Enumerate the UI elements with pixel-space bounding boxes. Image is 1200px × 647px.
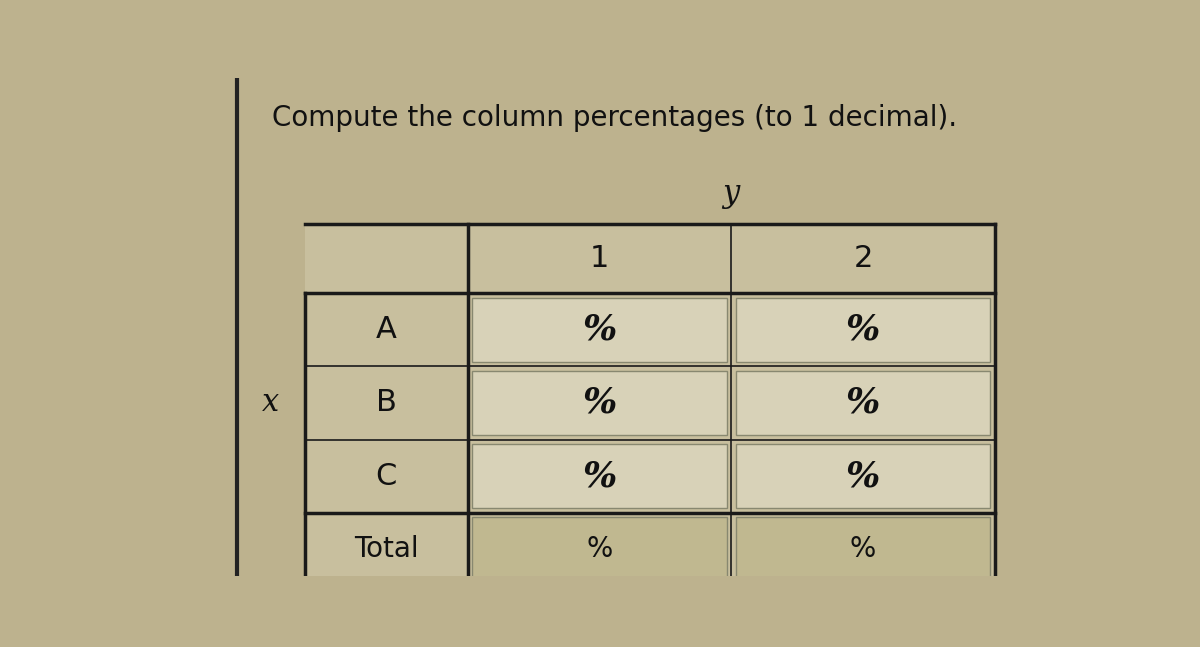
Bar <box>473 298 727 362</box>
Text: 2: 2 <box>853 244 872 273</box>
Text: %: % <box>850 535 876 564</box>
Text: %: % <box>587 535 613 564</box>
Text: %: % <box>846 386 880 420</box>
Text: B: B <box>376 388 397 417</box>
Text: %: % <box>582 313 617 347</box>
Text: C: C <box>376 461 397 490</box>
Text: x: x <box>262 388 278 419</box>
Text: %: % <box>846 313 880 347</box>
Bar <box>736 371 990 435</box>
Bar <box>305 224 995 586</box>
Text: Total: Total <box>354 535 419 564</box>
Bar <box>736 444 990 508</box>
Bar <box>473 444 727 508</box>
Text: %: % <box>846 459 880 493</box>
Bar <box>473 518 727 581</box>
Text: %: % <box>582 386 617 420</box>
Text: %: % <box>582 459 617 493</box>
Text: Compute the column percentages (to 1 decimal).: Compute the column percentages (to 1 dec… <box>271 104 956 132</box>
Text: A: A <box>376 315 397 344</box>
Text: y: y <box>722 177 740 208</box>
Bar <box>736 518 990 581</box>
Bar <box>736 298 990 362</box>
Bar <box>473 371 727 435</box>
Text: 1: 1 <box>590 244 610 273</box>
